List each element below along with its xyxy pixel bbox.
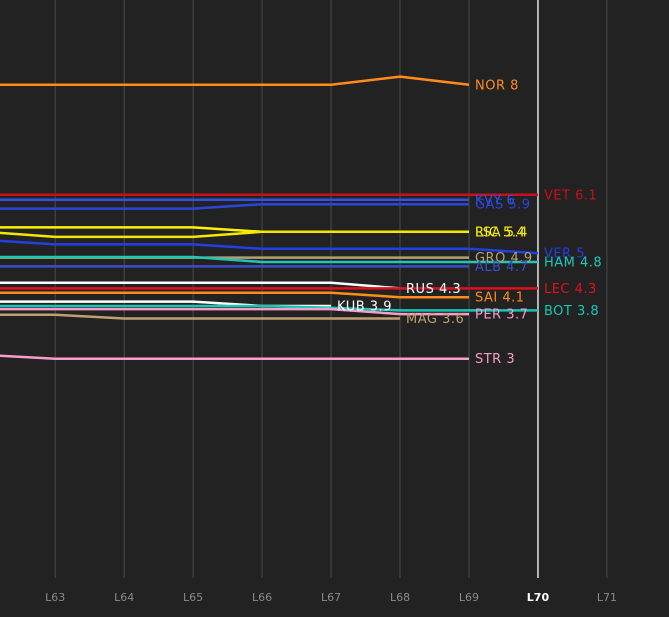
series-line-bot — [0, 304, 538, 312]
series-line-ver — [0, 239, 539, 255]
series-label-sai: SAI 4.1 — [475, 291, 525, 306]
x-tick-label: L67 — [321, 591, 341, 604]
series-line-nor — [0, 75, 470, 87]
series-label-ver: VER 5 — [544, 247, 585, 262]
series-line-sai — [0, 291, 469, 299]
series-label-mag: MAG 3.6 — [406, 312, 464, 327]
series-line-mag — [0, 313, 400, 320]
series-label-nor: NOR 8 — [475, 78, 519, 93]
series-label-alb: ALB 4.7 — [475, 260, 528, 275]
series-label-rus: RUS 4.3 — [406, 282, 461, 297]
x-tick-label: L70 — [527, 591, 550, 604]
x-tick-label: L68 — [390, 591, 410, 604]
series-label-lec: LEC 4.3 — [544, 282, 597, 297]
series-label-ham: HAM 4.8 — [544, 255, 602, 270]
series-label-per: PER 3.7 — [475, 308, 528, 323]
series-label-bot: BOT 3.8 — [544, 304, 599, 319]
x-tick-label: L66 — [252, 591, 272, 604]
x-tick-label: L71 — [597, 591, 617, 604]
series-label-kub: KUB 3.9 — [337, 299, 392, 314]
series-line-ham — [0, 255, 538, 264]
x-tick-label: L65 — [183, 591, 203, 604]
series-label-gro: GRO 4.9 — [475, 251, 533, 266]
x-axis-ticks: L63L64L65L66L67L68L69L70L71L — [45, 591, 617, 604]
x-tick-label: L69 — [459, 591, 479, 604]
series-label-lsa: LSA 5.4 — [475, 225, 528, 240]
series-label-ric: RIC 5.4 — [475, 225, 525, 240]
series-line-gas — [0, 202, 469, 210]
series-label-gas: GAS 5.9 — [475, 198, 531, 213]
x-tick-label: L63 — [45, 591, 65, 604]
series-line-per — [0, 307, 469, 316]
series-line-lsa — [0, 230, 469, 239]
series-label-str: STR 3 — [475, 352, 515, 367]
series-label-kvy: KVY 6 — [475, 193, 515, 208]
series-lines — [0, 75, 539, 360]
series-line-str — [0, 354, 469, 360]
x-tick-label: L64 — [114, 591, 134, 604]
series-label-vet: VET 6.1 — [544, 188, 597, 203]
series-line-rus — [0, 281, 401, 290]
